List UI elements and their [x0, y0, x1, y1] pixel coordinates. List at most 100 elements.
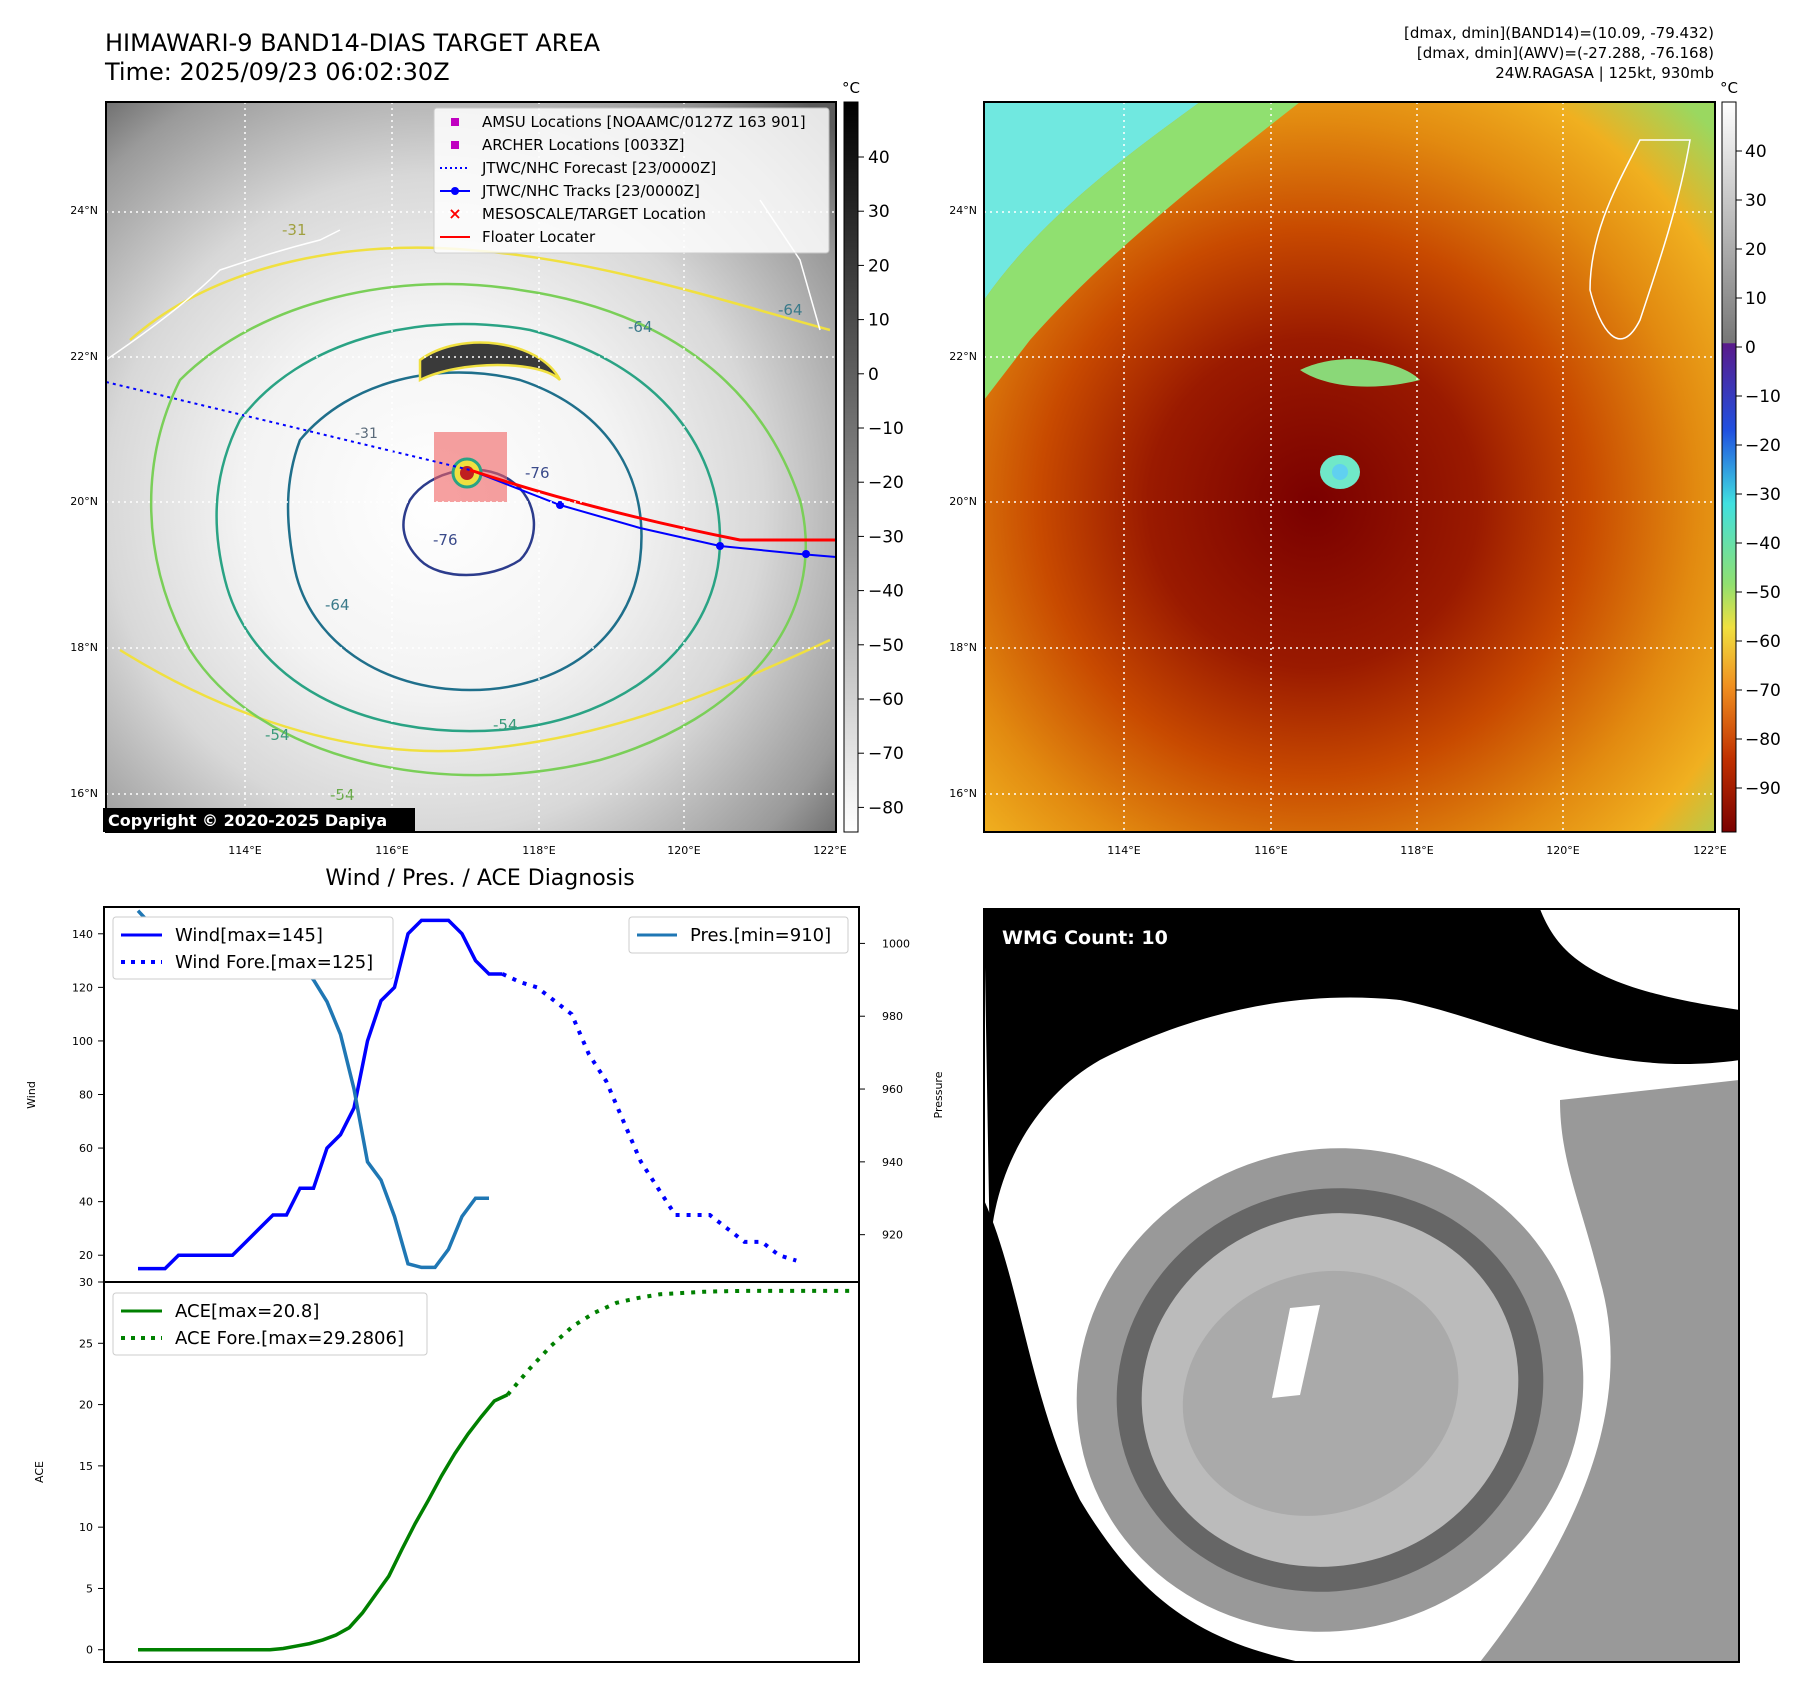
ace-tick-label: 20 — [79, 1399, 93, 1412]
wmg-black-region — [984, 1200, 1300, 1662]
legend-forecast: JTWC/NHC Forecast [23/0000Z] — [481, 159, 716, 177]
wind-tick-label: 40 — [79, 1196, 93, 1209]
colorbar1-tick-label: 10 — [868, 311, 890, 331]
pressure-axis-label: Pressure — [932, 1071, 945, 1118]
colorbar-grayscale: °C 40 30 20 10 0 −10 −20 −30 −40 −50 −60 −70 −80 — [842, 79, 904, 833]
colorbar1-tick-label: 30 — [868, 202, 890, 222]
lat-label: 20°N — [949, 495, 977, 508]
x-marker-icon: × — [448, 204, 461, 223]
copyright-text: Copyright © 2020-2025 Dapiya — [108, 811, 387, 830]
lat-label: 24°N — [70, 204, 98, 217]
colorbar2-tick-label: 40 — [1745, 142, 1767, 162]
lon-label: 122°E — [1693, 844, 1726, 857]
amsu-legend-marker — [451, 118, 459, 126]
dmax-awv-info: [dmax, dmin](AWV)=(-27.288, -76.168) — [1417, 44, 1714, 62]
diagnosis-title: Wind / Pres. / ACE Diagnosis — [325, 866, 634, 891]
ace-tick-label: 30 — [79, 1276, 93, 1289]
colorbar2-tick-label: −40 — [1745, 534, 1781, 554]
legend-archer: ARCHER Locations [0033Z] — [482, 136, 685, 154]
contour-label: -54 — [330, 786, 355, 804]
colorbar2-tick-label: −10 — [1745, 387, 1781, 407]
colorbar1-unit: °C — [842, 79, 860, 97]
map1-frame — [105, 101, 837, 833]
ace-tick-label: 0 — [86, 1644, 93, 1657]
temperature-contours — [119, 246, 831, 777]
pressure-tick-label: 960 — [882, 1083, 903, 1096]
track-point — [716, 542, 724, 550]
lat-label: 20°N — [70, 495, 98, 508]
wind-tick-label: 20 — [79, 1249, 93, 1262]
ir-color-map — [983, 101, 1716, 833]
colorbar1-tick-label: −50 — [868, 636, 904, 656]
legend-tracks: JTWC/NHC Tracks [23/0000Z] — [481, 182, 700, 200]
contour-label: -64 — [628, 318, 653, 336]
ace-line — [138, 1393, 509, 1652]
wind-tick-label: 100 — [72, 1035, 93, 1048]
colorbar1-tick-label: 0 — [868, 365, 879, 385]
colorbar1-tick-label: 20 — [868, 256, 890, 276]
wind-tick-label: 80 — [79, 1089, 93, 1102]
colorbar2-tick-label: 30 — [1745, 191, 1767, 211]
ace-tick-label: 15 — [79, 1460, 93, 1473]
colorbar2-tick-label: −90 — [1745, 779, 1781, 799]
lon-label: 114°E — [1107, 844, 1140, 857]
lat-label: 16°N — [949, 787, 977, 800]
colorbar1-tick-label: 40 — [868, 148, 890, 168]
colorbar2-tick-label: −30 — [1745, 485, 1781, 505]
colorbar2-tick-label: −50 — [1745, 583, 1781, 603]
lon-label: 116°E — [1254, 844, 1287, 857]
copyright-box — [103, 808, 415, 832]
colorbar1-tick-label: −80 — [868, 798, 904, 818]
wind-axis-label: Wind — [25, 1081, 38, 1109]
wind-forecast-line — [501, 972, 797, 1263]
wind-tick-label: 120 — [72, 981, 93, 994]
lat-label: 24°N — [949, 204, 977, 217]
wind-legend: Wind[max=145] Wind Fore.[max=125] — [112, 916, 394, 980]
archer-legend-marker — [451, 141, 459, 149]
legend-floater: Floater Locater — [482, 228, 596, 246]
contour-label: -31 — [282, 221, 307, 239]
moat-region — [1300, 359, 1420, 387]
pressure-tick-label: 940 — [882, 1156, 903, 1169]
lat-label: 18°N — [949, 641, 977, 654]
wind-line — [138, 918, 503, 1271]
taiwan-coastline — [1589, 139, 1691, 340]
colorbar2-tick-label: −80 — [1745, 730, 1781, 750]
colorbar2-tick-label: 0 — [1745, 338, 1756, 358]
colorbar2-tick-label: −20 — [1745, 436, 1781, 456]
pressure-legend: Pres.[min=910] — [628, 916, 849, 954]
track-point — [556, 501, 564, 509]
contour-label: -31 — [355, 426, 378, 442]
lat-label: 16°N — [70, 787, 98, 800]
ace-forecast-line — [506, 1288, 857, 1397]
pressure-tick-label: 920 — [882, 1229, 903, 1242]
wmg-count-label: WMG Count: 10 — [1002, 927, 1168, 949]
legend-pressure: Pres.[min=910] — [690, 925, 831, 946]
ace-panel — [103, 1281, 860, 1663]
colorbar2-tick-label: −60 — [1745, 632, 1781, 652]
colorbar1-tick-label: −20 — [868, 473, 904, 493]
lon-label: 118°E — [522, 844, 555, 857]
ace-legend: ACE[max=20.8] ACE Fore.[max=29.2806] — [112, 1292, 428, 1356]
wind-tick-label: 60 — [79, 1142, 93, 1155]
ace-tick-label: 25 — [79, 1337, 93, 1350]
wmg-eye-inner — [1182, 1270, 1459, 1516]
lat-label: 22°N — [70, 350, 98, 363]
legend-ace: ACE[max=20.8] — [175, 1301, 319, 1322]
coastline — [106, 229, 341, 361]
figure-timestamp: Time: 2025/09/23 06:02:30Z — [104, 58, 450, 86]
track-point — [802, 550, 810, 558]
storm-info: 24W.RAGASA | 125kt, 930mb — [1495, 64, 1714, 82]
wmg-gray-region — [1480, 1080, 1739, 1662]
ace-tick-label: 10 — [79, 1521, 93, 1534]
wmg-panel: WMG Count: 10 — [983, 908, 1740, 1663]
ace-tick-label: 5 — [86, 1582, 93, 1595]
ace-plot: 0 5 10 15 20 25 30 — [79, 1276, 857, 1657]
colorbar2-unit: °C — [1720, 79, 1738, 97]
figure-title: HIMAWARI-9 BAND14-DIAS TARGET AREA — [105, 29, 601, 57]
contour-label: -76 — [525, 464, 550, 482]
colorbar1-tick-label: −70 — [868, 744, 904, 764]
contour-label: -64 — [778, 301, 803, 319]
contour-label: -64 — [325, 596, 350, 614]
cold-region — [984, 102, 1200, 300]
